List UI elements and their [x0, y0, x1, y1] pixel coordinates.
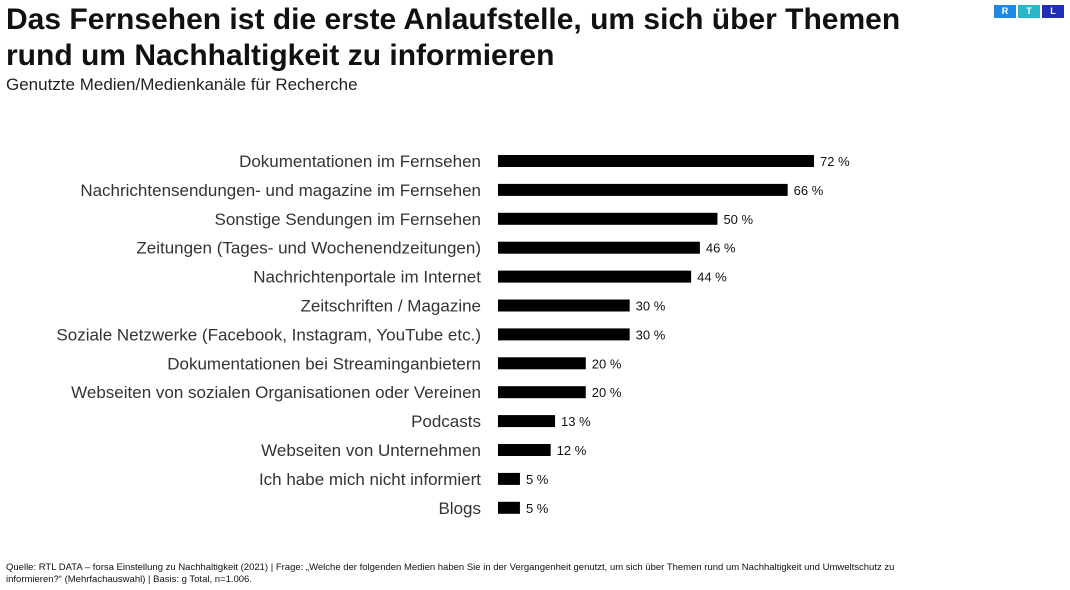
category-label: Nachrichtenportale im Internet: [253, 268, 481, 287]
logo-letter-l: L: [1042, 5, 1064, 18]
bar: [498, 472, 520, 485]
bar: [498, 241, 700, 254]
value-label: 13 %: [561, 414, 591, 429]
category-label: Zeitschriften / Magazine: [301, 297, 481, 316]
value-label: 5 %: [526, 501, 549, 516]
category-label: Zeitungen (Tages- und Wochenendzeitungen…: [136, 239, 481, 258]
category-label: Nachrichtensendungen- und magazine im Fe…: [80, 181, 481, 200]
bar: [498, 212, 718, 225]
value-label: 30 %: [636, 327, 666, 342]
chart-subtitle: Genutzte Medien/Medienkanäle für Recherc…: [6, 75, 358, 94]
bar: [498, 415, 556, 428]
category-label: Webseiten von sozialen Organisationen od…: [71, 383, 481, 402]
value-label: 20 %: [592, 385, 622, 400]
rtl-logo: R T L: [994, 5, 1064, 18]
category-label: Blogs: [438, 499, 481, 518]
category-label: Dokumentationen im Fernsehen: [239, 152, 481, 171]
logo-letter-r: R: [994, 5, 1016, 18]
value-label: 44 %: [697, 270, 727, 285]
value-label: 66 %: [794, 183, 824, 198]
chart-title: Das Fernsehen ist die erste Anlaufstelle…: [6, 3, 901, 72]
category-label: Dokumentationen bei Streaminganbietern: [167, 354, 481, 373]
category-label: Ich habe mich nicht informiert: [259, 470, 481, 489]
bar: [498, 444, 551, 456]
bar-chart: Dokumentationen im Fernsehen 72 % Nachrich…: [56, 152, 850, 518]
category-label: Sonstige Sendungen im Fernsehen: [214, 210, 481, 229]
category-label: Podcasts: [411, 412, 481, 431]
logo-letter-t: T: [1018, 5, 1040, 18]
value-label: 20 %: [592, 356, 622, 371]
value-label: 5 %: [526, 472, 549, 487]
bar: [498, 299, 630, 312]
value-label: 72 %: [820, 154, 850, 169]
source-note: Quelle: RTL DATA – forsa Einstellung zu …: [6, 562, 895, 585]
value-label: 30 %: [636, 299, 666, 314]
bar: [498, 183, 788, 196]
bar: [498, 155, 814, 167]
bar: [498, 270, 692, 283]
value-label: 12 %: [557, 443, 587, 458]
bar: [498, 501, 520, 514]
bar: [498, 328, 630, 341]
value-label: 46 %: [706, 241, 736, 256]
bar: [498, 386, 586, 399]
value-label: 50 %: [723, 212, 753, 227]
category-label: Webseiten von Unternehmen: [261, 441, 481, 460]
bar: [498, 357, 586, 370]
category-label: Soziale Netzwerke (Facebook, Instagram, …: [56, 325, 481, 344]
